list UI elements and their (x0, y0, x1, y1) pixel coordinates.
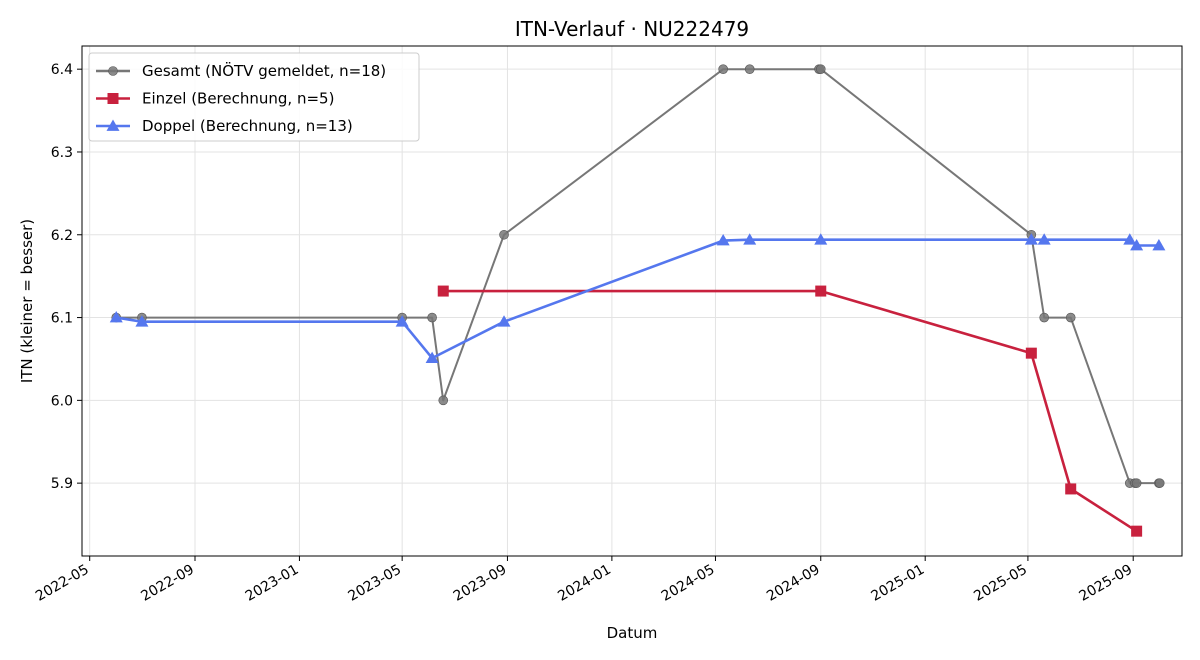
data-point (499, 229, 509, 240)
data-point (427, 312, 437, 323)
data-point (815, 285, 827, 297)
data-point (497, 315, 511, 327)
data-point (1131, 525, 1143, 537)
data-point (135, 315, 149, 327)
plot-frame (81, 45, 1183, 557)
x-tick-label: 2025-01 (869, 562, 928, 605)
legend-marker (106, 119, 120, 131)
data-point (744, 64, 755, 74)
y-tick-label: 5.9 (51, 476, 73, 492)
x-tick-label: 2023-09 (451, 562, 510, 605)
data-point (1065, 312, 1076, 323)
series-line (443, 289, 1138, 533)
data-point (1025, 347, 1037, 359)
data-point (815, 64, 826, 74)
legend-label: Gesamt (NÖTV gemeldet, n=18) (142, 61, 386, 80)
series-line (115, 238, 1159, 360)
data-point (425, 351, 439, 364)
legend: Gesamt (NÖTV gemeldet, n=18) Einzel (Bere… (88, 52, 420, 142)
x-tick-label: 2025-09 (1077, 562, 1136, 605)
y-tick-label: 6.0 (51, 393, 73, 409)
x-axis-title: Datum (607, 624, 658, 642)
grid (82, 46, 1182, 556)
data-point (1037, 233, 1051, 245)
series-layer (109, 64, 1166, 537)
data-point (395, 315, 409, 327)
data-point (1065, 483, 1077, 495)
data-point (1024, 233, 1038, 245)
data-point (1131, 478, 1142, 488)
y-tick-label: 6.1 (51, 311, 73, 327)
data-point (718, 64, 728, 74)
data-point (1130, 239, 1144, 251)
y-tick-label: 6.3 (51, 145, 73, 161)
data-point (814, 233, 828, 245)
legend-marker (107, 93, 119, 104)
legend-box (88, 52, 420, 142)
axis-ticks: 2022-05 2022-09 2023-01 2023-05 2023-09 2024-… (33, 62, 1135, 605)
data-point (1154, 478, 1165, 488)
data-point (438, 395, 449, 406)
x-tick-label: 2022-05 (33, 562, 92, 605)
series-2 (109, 233, 1166, 364)
data-point (743, 233, 757, 245)
data-point (109, 311, 123, 323)
data-point (716, 234, 730, 246)
legend-label: Einzel (Berechnung, n=5) (142, 90, 334, 108)
data-point (437, 285, 449, 297)
legend-label: Doppel (Berechnung, n=13) (142, 117, 353, 135)
x-tick-label: 2025-05 (971, 562, 1030, 605)
x-tick-label: 2023-05 (345, 562, 404, 605)
x-tick-label: 2022-09 (138, 562, 197, 605)
data-point (1039, 312, 1049, 323)
x-tick-label: 2024-09 (764, 562, 823, 605)
x-tick-label: 2023-01 (243, 562, 302, 605)
x-tick-label: 2024-05 (659, 562, 718, 605)
y-axis-title: ITN (kleiner = besser) (18, 219, 36, 383)
y-tick-label: 6.2 (51, 228, 73, 244)
chart-title: ITN-Verlauf · NU222479 (515, 17, 749, 41)
legend-marker (108, 66, 118, 76)
data-point (1152, 239, 1166, 251)
data-point (1123, 233, 1137, 245)
series-1 (437, 285, 1143, 537)
y-tick-label: 6.4 (51, 62, 73, 78)
x-tick-label: 2024-01 (555, 562, 614, 605)
